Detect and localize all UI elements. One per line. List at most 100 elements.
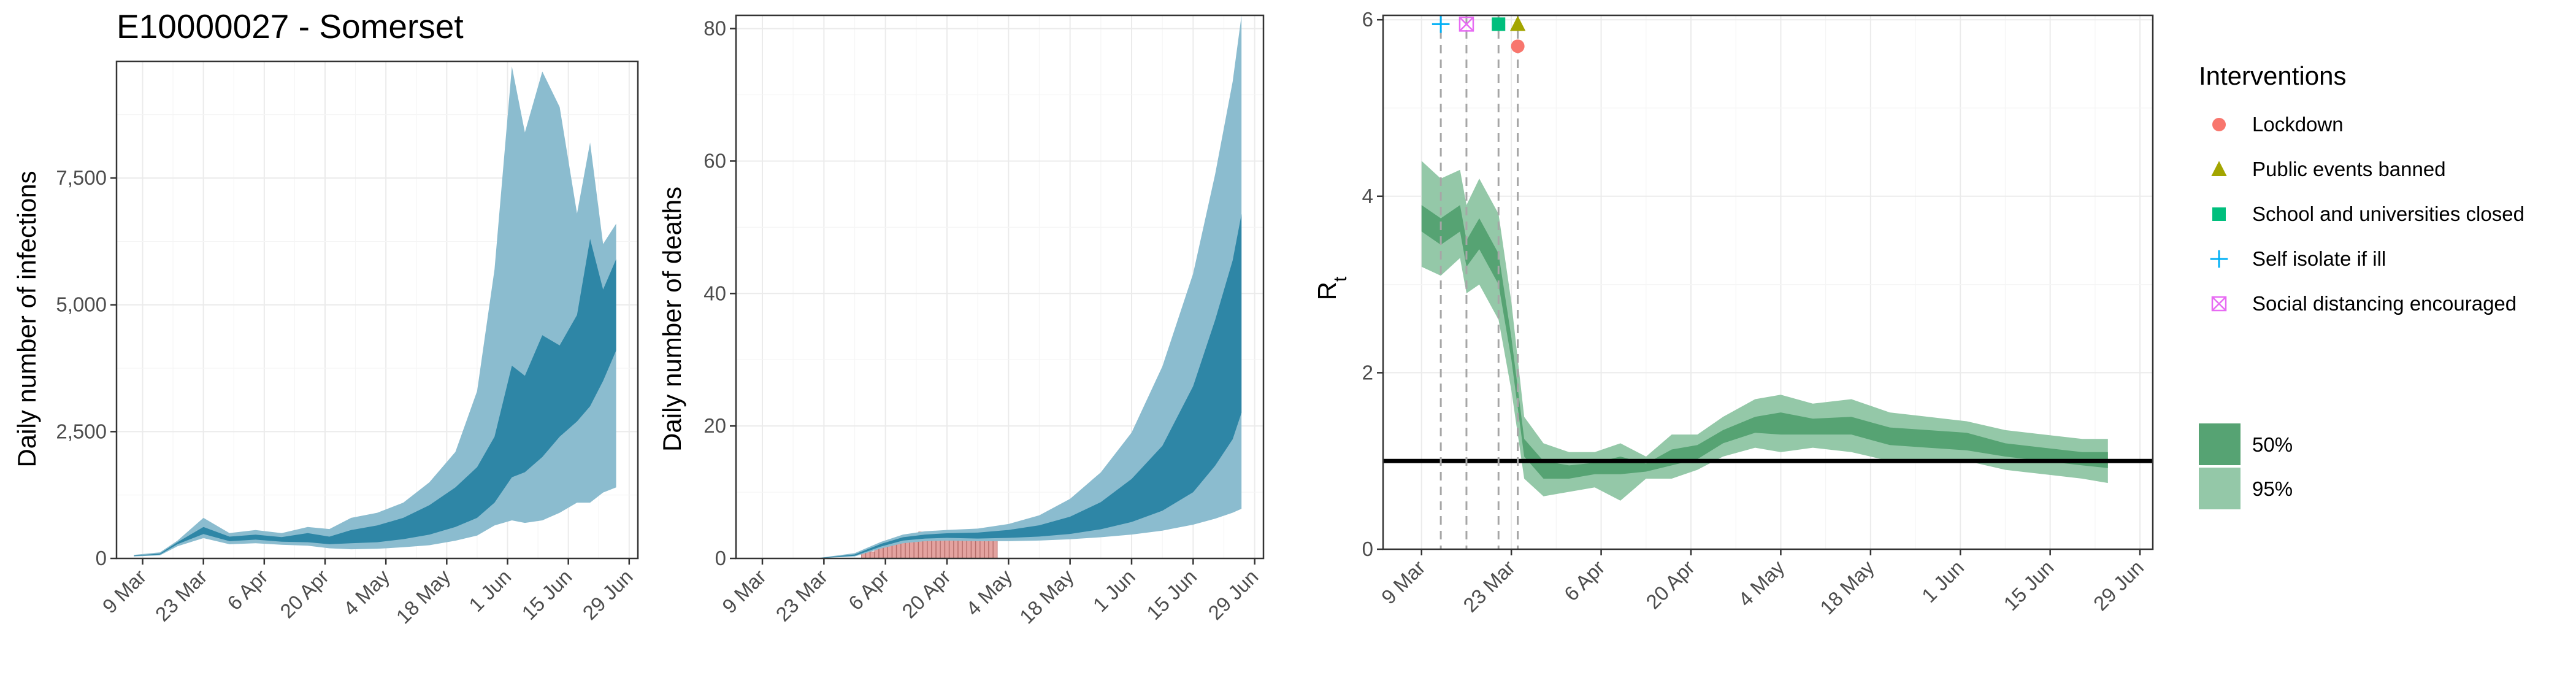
infections-x-tick-label: 23 Mar [151,565,212,626]
deaths-bar [979,538,984,559]
deaths-x-tick-label: 15 Jun [1142,565,1201,624]
rt-x-tick-label: 20 Apr [1641,556,1699,614]
legend: Interventions Lockdown Public events bann… [2199,61,2524,509]
deaths-x-tick-label: 1 Jun [1089,565,1140,616]
legend-interval-label: 95% [2252,477,2293,500]
deaths-x-tick-label: 9 Mar [718,565,770,618]
rt-y-axis: 0 2 4 6 [1362,8,1383,560]
deaths-x-tick-label: 20 Apr [897,565,955,623]
infections-x-tick-label: 1 Jun [464,565,515,616]
legend-interval-swatch [2199,468,2241,509]
deaths-y-axis: 0 20 40 60 80 [703,17,736,569]
deaths-y-tick-label: 60 [703,149,726,172]
legend-marker [2212,118,2226,131]
deaths-bands [753,15,1242,558]
rt-x-tick-label: 4 May [1734,555,1789,611]
deaths-bar [975,538,980,559]
deaths-bar [945,538,949,559]
deaths-bar [870,551,875,559]
rt-y-tick-label: 0 [1362,538,1373,560]
infections-bands [134,66,616,557]
rt-intervention-markers [1432,15,1526,53]
infections-x-tick-label: 4 May [339,565,394,620]
rt-panel-border [1382,14,2154,550]
deaths-bar [967,538,972,559]
deaths-x-tick-label: 23 Mar [771,565,832,626]
deaths-bar [962,538,967,559]
legend-title: Interventions [2199,61,2346,90]
rt-x-tick-label: 23 Mar [1459,556,1519,617]
infections-x-tick-label: 29 Jun [578,565,637,624]
infections-y-tick-label: 2,500 [56,420,107,442]
rt-x-tick-label: 15 Jun [1999,556,2058,615]
infections-y-tick-label: 7,500 [56,166,107,189]
rt-intervention-lines [1439,15,1519,549]
rt-y-tick-label: 6 [1362,8,1373,31]
rt-x-tick-label: 1 Jun [1917,556,1968,607]
infections-y-axis: 0 2,500 5,000 7,500 [56,166,117,569]
deaths-x-tick-label: 18 May [1015,565,1078,628]
deaths-y-tick-label: 80 [703,17,726,40]
rt-panel: 0 2 4 6 9 Mar 23 Mar 6 Apr 20 Apr 4 May 18 May 1 … [1313,8,2154,619]
deaths-y-tick-label: 0 [715,547,726,569]
infections-y-axis-title: Daily number of infections [12,171,41,467]
legend-label: Social distancing encouraged [2252,292,2517,315]
intervention-marker [1492,17,1506,31]
rt-y-axis-title: Rt [1313,276,1351,300]
deaths-panel-border [735,14,1265,560]
rt-x-tick-label: 9 Mar [1377,556,1430,609]
legend-interval-list: 50% 95% [2199,423,2293,509]
legend-marker [2211,296,2227,312]
rt-x-tick-label: 18 May [1815,555,1879,619]
rt-band-50pct [1421,205,2108,479]
infections-x-tick-label: 9 Mar [98,565,151,618]
intervention-marker-cross [1459,17,1474,32]
deaths-bar [887,545,892,559]
rt-x-tick-label: 29 Jun [2089,556,2148,615]
legend-label: Public events banned [2252,158,2446,180]
legend-marker [2212,207,2226,221]
deaths-bar [984,538,989,559]
legend-intervention-list: Lockdown Public events banned School and u… [2210,113,2524,315]
legend-label: Self isolate if ill [2252,247,2386,270]
infections-panel: 0 2,500 5,000 7,500 9 Mar 23 Mar 6 Apr 20 Apr 4… [12,60,639,628]
intervention-marker [1459,17,1474,32]
legend-interval-label: 50% [2252,433,2293,456]
rt-x-tick-label: 6 Apr [1560,556,1609,606]
legend-marker [2210,250,2228,268]
legend-marker [2211,161,2227,176]
deaths-bar [931,538,937,559]
infections-x-tick-label: 18 May [392,565,455,628]
infections-y-tick-label: 0 [96,547,107,569]
intervention-marker [1511,39,1525,53]
deaths-band-95pct [753,15,1242,558]
figure-title: E10000027 - Somerset [117,7,464,45]
rt-x-axis: 9 Mar 23 Mar 6 Apr 20 Apr 4 May 18 May 1 Jun 15… [1377,549,2148,619]
infections-x-tick-label: 15 Jun [517,565,576,624]
legend-marker-cross [2212,296,2226,311]
deaths-x-tick-label: 29 Jun [1203,565,1262,624]
deaths-y-tick-label: 20 [703,414,726,437]
rt-y-tick-label: 2 [1362,361,1373,384]
legend-label: Lockdown [2252,113,2344,136]
legend-interval-swatch [2199,423,2241,465]
intervention-marker [1509,15,1526,31]
infections-panel-border [115,60,639,560]
legend-label: School and universities closed [2252,203,2524,225]
deaths-bar [953,538,958,559]
rt-bands [1421,161,2108,501]
deaths-y-axis-title: Daily number of deaths [657,187,686,452]
deaths-y-tick-label: 40 [703,282,726,304]
deaths-bar [993,538,998,559]
infections-x-tick-label: 6 Apr [223,565,272,615]
deaths-x-tick-label: 6 Apr [844,565,894,615]
intervention-marker [1432,15,1450,33]
rt-y-tick-label: 4 [1362,185,1373,207]
deaths-x-tick-label: 4 May [962,565,1017,620]
infections-band-50pct [134,239,616,557]
deaths-panel: 0 20 40 60 80 9 Mar 23 Mar 6 Apr 20 Apr 4 May18 … [657,14,1265,628]
